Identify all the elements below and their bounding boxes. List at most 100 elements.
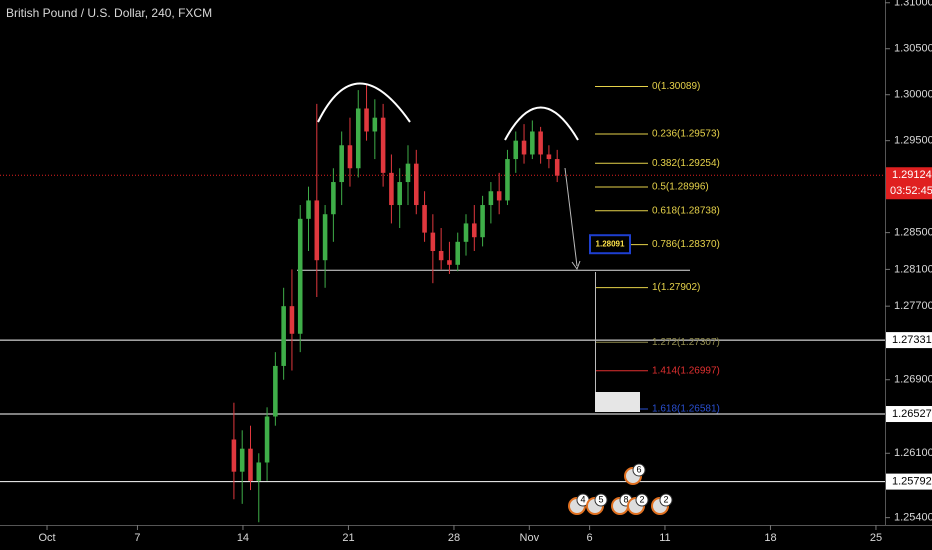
candle-body: [513, 140, 519, 160]
candle-body: [488, 191, 494, 206]
candle-body: [231, 439, 237, 472]
level-label: 1.27331: [892, 334, 932, 346]
candle-body: [264, 416, 270, 463]
projection-arrow: [564, 167, 578, 267]
event-badge: [635, 493, 649, 507]
y-tick-label: 1.30500: [894, 43, 932, 55]
level-label: 1.26527: [892, 408, 932, 420]
candle-body: [538, 131, 543, 155]
candle-body: [281, 306, 286, 366]
y-tick-label: 1.25400: [894, 512, 932, 524]
x-tick-label: 28: [448, 532, 460, 544]
fib-label: 0.5(1.28996): [652, 182, 709, 193]
candle-body: [389, 172, 394, 206]
x-tick-label: Nov: [520, 532, 540, 544]
fib-label: 1.272(1.27307): [652, 337, 720, 348]
candle-body: [546, 154, 552, 160]
candle-body: [322, 214, 328, 261]
y-tick-label: 1.26900: [894, 374, 932, 386]
fib-label: 1.414(1.26997): [652, 365, 720, 376]
candle-body: [331, 182, 336, 215]
candle-body: [554, 159, 560, 176]
event-count: 2: [663, 494, 668, 504]
head-arc: [317, 82, 411, 123]
candle-body: [364, 108, 369, 132]
candle-body: [505, 159, 510, 201]
level-label: 1.25792: [892, 476, 932, 488]
chart-title: British Pound / U.S. Dollar, 240, FXCM: [6, 6, 212, 20]
x-tick-label: 11: [659, 532, 670, 544]
fib-label: 1(1.27902): [652, 282, 700, 293]
candle-body: [447, 260, 452, 265]
level-tag: [886, 406, 932, 423]
event-count: 8: [623, 494, 628, 504]
candle-body: [480, 205, 485, 238]
event-badge: [632, 463, 646, 477]
target-box: [595, 392, 640, 412]
level-tag: [886, 473, 932, 490]
candle-body: [413, 163, 419, 206]
y-tick-label: 1.27700: [894, 300, 932, 312]
x-tick-label: 18: [764, 532, 776, 544]
current-price-tag: [886, 167, 932, 200]
candle-body: [530, 131, 535, 155]
shoulder-arc: [504, 106, 579, 141]
fib-label: 0.618(1.28738): [652, 205, 720, 216]
candle-body: [405, 163, 411, 183]
candle-body: [347, 145, 353, 169]
neckline-callout: [589, 234, 631, 255]
event-count: 2: [639, 494, 644, 504]
candle-body: [372, 117, 378, 132]
candle-body: [496, 191, 502, 201]
x-tick-label: 7: [134, 532, 140, 544]
plot-area: [0, 83, 885, 523]
y-tick-label: 1.28100: [894, 263, 932, 275]
x-tick-label: Oct: [38, 532, 55, 544]
candle-body: [397, 182, 402, 206]
candle-body: [463, 223, 469, 242]
y-tick-label: 1.26100: [894, 447, 932, 459]
candle-body: [472, 223, 477, 238]
event-badge: [594, 493, 608, 507]
candle-body: [273, 365, 278, 417]
event-count: 4: [580, 494, 585, 504]
candle-body: [314, 200, 320, 261]
fib-label: 0.382(1.29254): [652, 158, 720, 169]
fib-label: 1.618(1.26581): [652, 404, 720, 415]
countdown-label: 03:52:45: [890, 185, 932, 197]
fib-label: 0.786(1.28370): [652, 239, 720, 250]
arrow-head: [571, 260, 581, 271]
level-tag: [886, 332, 932, 349]
neckline-label: 1.28091: [596, 239, 625, 248]
candle-body: [239, 448, 245, 472]
x-tick-label: 6: [587, 532, 593, 544]
y-tick-label: 1.29500: [894, 135, 932, 147]
y-tick-label: 1.28500: [894, 227, 932, 239]
candle-body: [297, 218, 303, 334]
x-tick-label: 25: [870, 532, 882, 544]
candle-body: [521, 140, 527, 155]
candle-body: [430, 232, 436, 252]
event-count: 5: [598, 494, 603, 504]
candle-body: [289, 306, 295, 334]
candle-body: [422, 205, 427, 233]
fib-label: 0.236(1.29573): [652, 129, 720, 140]
candle-body: [306, 200, 311, 219]
event-badge: [659, 493, 673, 507]
candle-body: [455, 241, 461, 265]
candle-body: [248, 448, 253, 481]
fib-label: 0(1.30089): [652, 81, 700, 92]
x-tick-label: 14: [237, 532, 249, 544]
event-count: 6: [636, 464, 641, 474]
y-tick-label: 1.31000: [894, 0, 932, 9]
candle-body: [380, 117, 386, 173]
y-tick-label: 1.30000: [894, 89, 932, 101]
candle-body: [256, 462, 262, 481]
current-price-label: 1.29124: [892, 169, 932, 181]
candle-body: [355, 108, 361, 169]
x-tick-label: 21: [342, 532, 354, 544]
candle-body: [339, 145, 344, 183]
